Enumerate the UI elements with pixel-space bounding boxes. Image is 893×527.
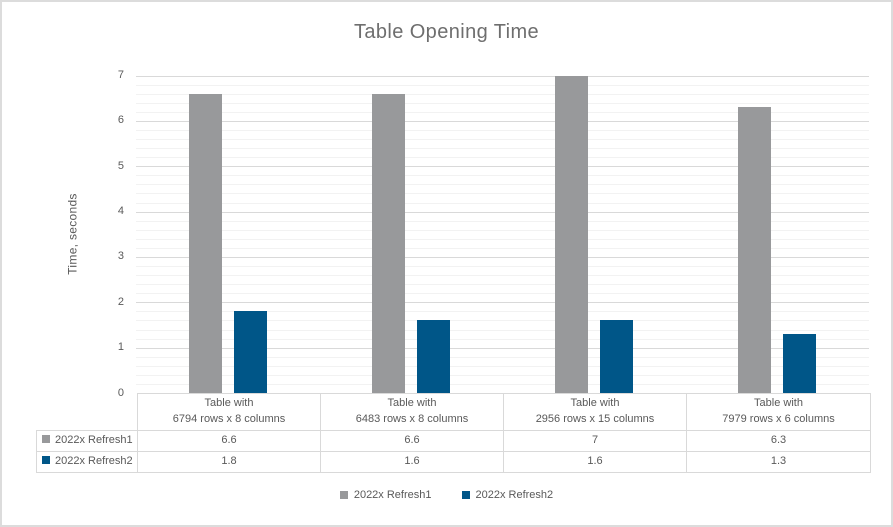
minor-gridline: [136, 129, 869, 131]
table-row: 2022x Refresh2 1.8 1.6 1.6 1.3: [36, 451, 871, 473]
major-gridline: [136, 75, 869, 77]
minor-gridline: [136, 383, 869, 385]
table-corner-cell: [37, 394, 138, 431]
major-gridline: [136, 302, 869, 304]
minor-gridline: [136, 220, 869, 222]
minor-gridline: [136, 365, 869, 367]
category-header-cell: Table with 6794 rows x 8 columns: [137, 393, 321, 431]
minor-gridline: [136, 311, 869, 313]
minor-gridline: [136, 229, 869, 231]
y-axis-tick-label: 7: [117, 69, 124, 81]
value-cell: 6.6: [320, 430, 504, 452]
chart-data-table: Table with 6794 rows x 8 columns Table wit…: [36, 393, 871, 473]
major-gridline: [136, 347, 869, 349]
value-cell: 7: [503, 430, 687, 452]
minor-gridline: [136, 148, 869, 150]
minor-gridline: [136, 111, 869, 113]
bar-series2-cat2: [416, 320, 450, 393]
minor-gridline: [136, 102, 869, 104]
minor-gridline: [136, 266, 869, 267]
bar-series1-cat3: [555, 75, 589, 393]
series2-row-label: 2022x Refresh2: [36, 451, 138, 473]
minor-gridline: [136, 84, 869, 86]
minor-gridline: [136, 293, 869, 295]
major-gridline: [136, 120, 869, 122]
minor-gridline: [136, 139, 869, 140]
minor-gridline: [136, 202, 869, 204]
legend-item-series2: 2022x Refresh2: [461, 489, 554, 501]
major-gridline: [136, 211, 869, 213]
minor-gridline: [136, 238, 869, 240]
value-cell: 1.6: [320, 451, 504, 473]
y-axis-tick-label: 0: [117, 386, 124, 399]
major-gridline: [136, 166, 869, 168]
category-header-cell: Table with 2956 rows x 15 columns: [503, 393, 687, 431]
minor-gridline: [136, 184, 869, 186]
legend-key-series2-icon: [461, 491, 470, 499]
value-cell: 1.6: [503, 451, 687, 473]
value-cell: 1.3: [686, 451, 871, 473]
series2-key-icon: [42, 456, 50, 465]
minor-gridline: [136, 320, 869, 322]
minor-gridline: [136, 329, 869, 331]
chart-legend: 2022x Refresh1 2022x Refresh2: [0, 489, 893, 501]
legend-key-series1-icon: [339, 491, 348, 499]
minor-gridline: [136, 374, 869, 376]
bar-series2-cat3: [600, 320, 634, 393]
legend-label: 2022x Refresh2: [475, 489, 554, 501]
y-axis-tick-label: 1: [117, 341, 124, 354]
y-axis-tick-label: 6: [117, 114, 124, 127]
minor-gridline: [136, 356, 869, 358]
bar-series2-cat4: [783, 334, 817, 393]
minor-gridline: [136, 275, 869, 277]
y-axis-tick-label: 4: [117, 205, 124, 218]
bar-series1-cat4: [738, 107, 772, 393]
legend-label: 2022x Refresh1: [353, 489, 432, 501]
chart-title: Table Opening Time: [353, 21, 540, 43]
y-axis-tick-label: 2: [117, 295, 124, 308]
minor-gridline: [136, 193, 869, 195]
minor-gridline: [136, 93, 869, 95]
minor-gridline: [136, 247, 869, 249]
value-cell: 6.6: [137, 430, 321, 452]
minor-gridline: [136, 175, 869, 177]
minor-gridline: [136, 338, 869, 340]
category-header-cell: Table with 6483 rows x 8 columns: [320, 393, 504, 431]
legend-item-series1: 2022x Refresh1: [339, 489, 432, 501]
category-header-cell: Table with 7979 rows x 6 columns: [686, 393, 871, 431]
y-axis-tick-label: 3: [117, 250, 124, 263]
bar-series1-cat2: [371, 93, 405, 393]
minor-gridline: [136, 157, 869, 159]
major-gridline: [136, 256, 869, 258]
series1-key-icon: [42, 435, 50, 444]
minor-gridline: [136, 284, 869, 286]
bar-series2-cat1: [233, 311, 267, 393]
bar-series1-cat1: [188, 93, 222, 393]
value-cell: 1.8: [137, 451, 321, 473]
series1-row-label: 2022x Refresh1: [36, 430, 138, 452]
y-axis-tick-label: 5: [117, 159, 124, 172]
table-row: 2022x Refresh1 6.6 6.6 7 6.3: [36, 430, 871, 452]
value-cell: 6.3: [686, 430, 871, 452]
